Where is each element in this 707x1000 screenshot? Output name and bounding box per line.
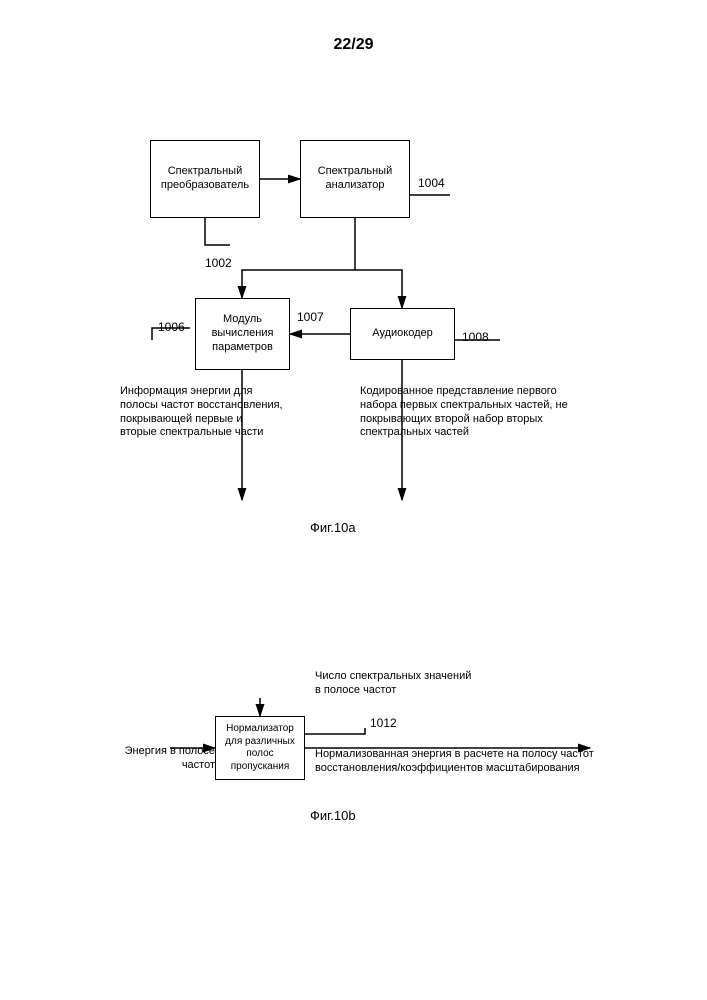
diagram-edges bbox=[0, 0, 707, 1000]
